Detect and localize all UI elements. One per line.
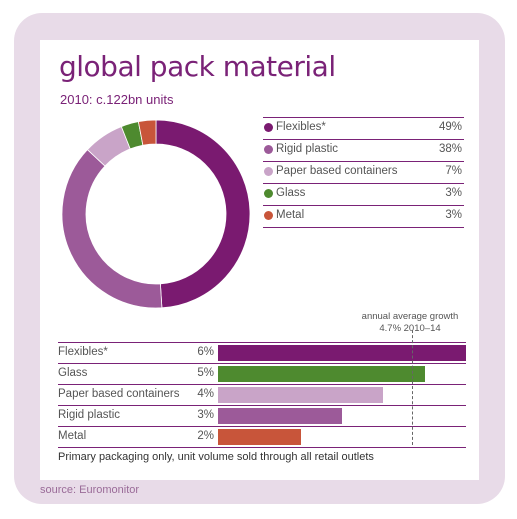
donut-chart <box>61 119 251 309</box>
pie-legend: Flexibles* 49% Rigid plastic 38% Paper b… <box>263 117 464 228</box>
legend-dot <box>264 123 273 132</box>
legend-value: 7% <box>445 165 462 177</box>
bar-row-paper: Paper based containers 4% <box>58 384 466 405</box>
bar-value-label: 4% <box>197 388 214 400</box>
bar-label: Glass <box>58 367 88 379</box>
legend-label: Paper based containers <box>276 165 398 177</box>
bar-value-label: 2% <box>197 430 214 442</box>
legend-label: Rigid plastic <box>276 143 338 155</box>
legend-label: Metal <box>276 209 305 221</box>
legend-dot <box>264 145 273 154</box>
bar-metal <box>218 429 301 445</box>
legend-item-rigid-plastic: Rigid plastic 38% <box>263 139 464 161</box>
bar-label: Flexibles* <box>58 346 108 358</box>
bar-value-label: 5% <box>197 367 214 379</box>
slice-flexibles <box>155 119 251 309</box>
slice-rigid-plastic <box>61 149 163 309</box>
growth-bar-chart: Flexibles* 6% Glass 5% Paper based conta… <box>58 342 466 448</box>
legend-dot <box>264 189 273 198</box>
bar-row-rigid-plastic: Rigid plastic 3% <box>58 405 466 426</box>
legend-label: Glass <box>276 187 306 199</box>
footnote: Primary packaging only, unit volume sold… <box>58 451 374 463</box>
bar-glass <box>218 366 425 382</box>
slice-metal <box>137 119 157 146</box>
legend-value: 3% <box>445 187 462 199</box>
growth-annotation-line1: annual average growth <box>361 311 459 322</box>
average-growth-line <box>412 330 414 445</box>
bar-rigid-plastic <box>218 408 342 424</box>
chart-subtitle: 2010: c.122bn units <box>60 92 174 107</box>
bar-row-metal: Metal 2% <box>58 426 466 448</box>
bar-flexibles <box>218 345 466 361</box>
legend-item-glass: Glass 3% <box>263 183 464 205</box>
bar-row-glass: Glass 5% <box>58 363 466 384</box>
bar-label: Paper based containers <box>58 388 180 400</box>
bar-value-label: 6% <box>197 346 214 358</box>
legend-value: 3% <box>445 209 462 221</box>
bar-row-flexibles: Flexibles* 6% <box>58 342 466 363</box>
legend-dot <box>264 211 273 220</box>
page-title: global pack material <box>59 50 336 83</box>
legend-item-flexibles: Flexibles* 49% <box>263 117 464 139</box>
source-text: source: Euromonitor <box>40 484 140 496</box>
legend-item-metal: Metal 3% <box>263 205 464 228</box>
legend-label: Flexibles* <box>276 121 326 133</box>
bar-value-label: 3% <box>197 409 214 421</box>
growth-annotation: annual average growth 4.7% 2010–14 <box>340 311 480 335</box>
legend-value: 49% <box>438 121 462 133</box>
growth-annotation-line2: 4.7% 2010–14 <box>379 323 441 334</box>
bar-paper <box>218 387 384 403</box>
bar-label: Rigid plastic <box>58 409 120 421</box>
legend-value: 38% <box>438 143 462 155</box>
legend-dot <box>264 167 273 176</box>
bar-label: Metal <box>58 430 87 442</box>
legend-item-paper: Paper based containers 7% <box>263 161 464 183</box>
chart-panel <box>40 40 479 480</box>
